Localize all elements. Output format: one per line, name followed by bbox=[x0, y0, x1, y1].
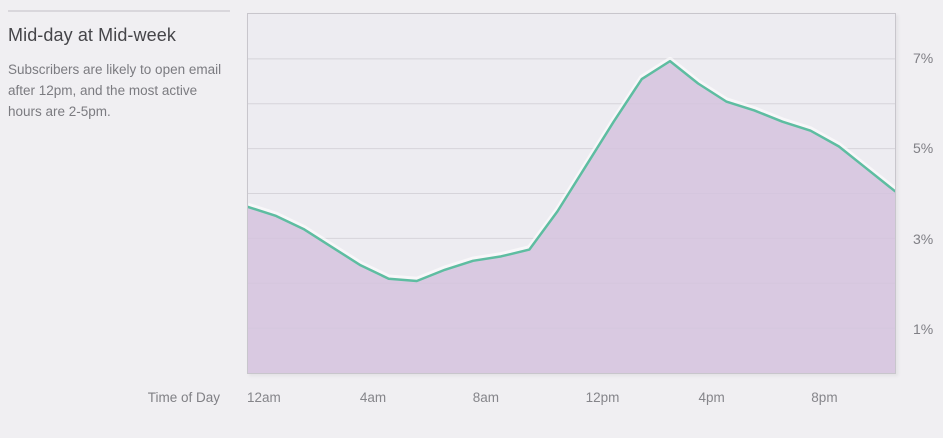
chart-description-line: Subscribers are likely to open email bbox=[8, 62, 222, 77]
x-tick-label: 8pm bbox=[811, 390, 838, 405]
area-chart-svg bbox=[248, 56, 895, 373]
y-tick-label: 5% bbox=[913, 140, 934, 157]
plot-area bbox=[247, 13, 896, 374]
x-tick-label: 4pm bbox=[698, 390, 725, 405]
chart-description: Subscribers are likely to open email aft… bbox=[8, 59, 230, 122]
chart-description-line: after 12pm, and the most active bbox=[8, 83, 198, 98]
x-tick-label: 12pm bbox=[585, 390, 620, 405]
y-tick-label: 7% bbox=[913, 50, 934, 67]
summary-panel: Mid-day at Mid-week Subscribers are like… bbox=[8, 10, 230, 122]
x-tick-label: 8am bbox=[472, 390, 499, 405]
chart-description-line: hours are 2-5pm. bbox=[8, 104, 111, 119]
x-axis-title: Time of Day bbox=[147, 390, 220, 405]
y-tick-label: 3% bbox=[913, 230, 934, 247]
x-tick-label: 4am bbox=[359, 390, 387, 405]
x-tick-label: 12am bbox=[247, 390, 281, 405]
y-tick-label: 1% bbox=[913, 320, 934, 337]
chart-title: Mid-day at Mid-week bbox=[8, 25, 176, 45]
panel-top-divider bbox=[8, 10, 230, 12]
area-fill bbox=[248, 61, 895, 373]
trend-line bbox=[248, 59, 895, 283]
